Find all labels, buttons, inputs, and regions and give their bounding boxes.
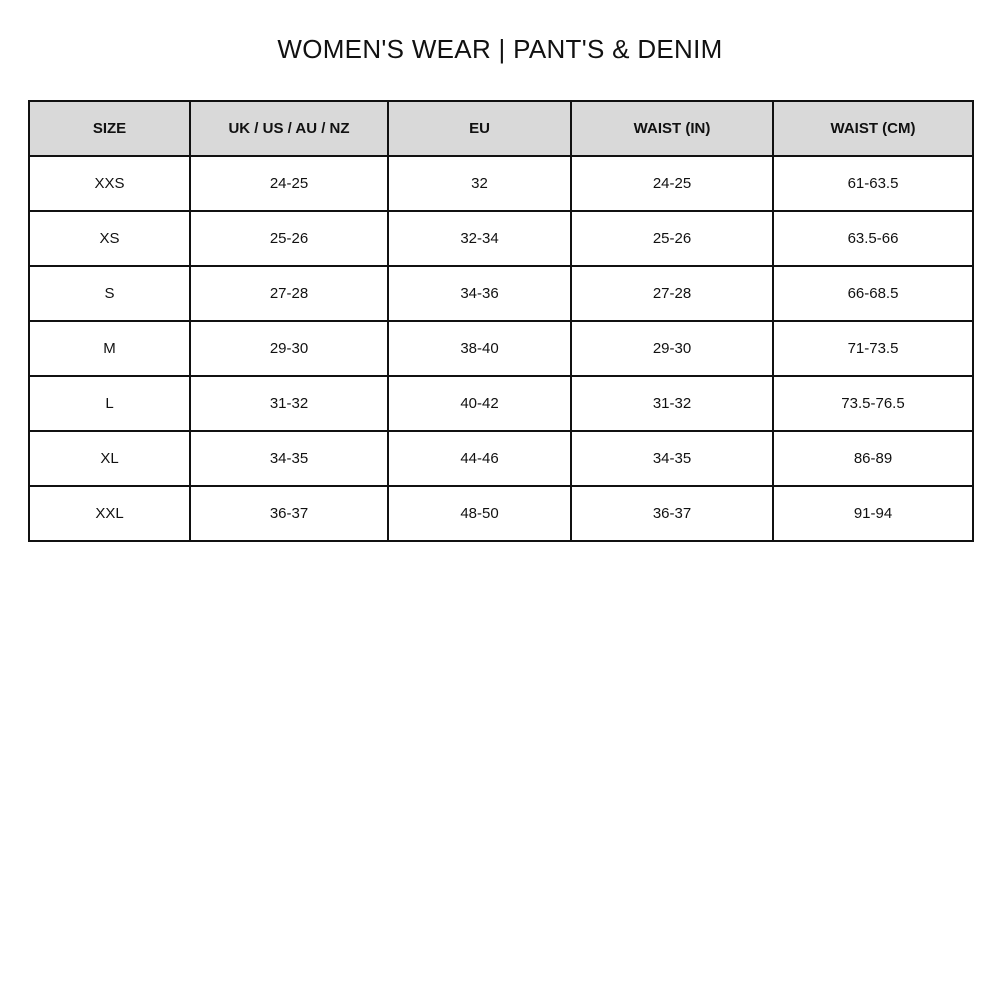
column-header-waist-in: WAIST (IN) bbox=[570, 100, 774, 157]
size-chart-table: SIZE UK / US / AU / NZ EU WAIST (IN) WAIST (… bbox=[28, 100, 974, 542]
cell-size: XL bbox=[28, 430, 191, 487]
cell-waist-cm: 86-89 bbox=[772, 430, 974, 487]
cell-uk-us-au-nz: 36-37 bbox=[189, 485, 389, 542]
cell-size: XXL bbox=[28, 485, 191, 542]
cell-eu: 32-34 bbox=[387, 210, 572, 267]
table-row: XXS 24-25 32 24-25 61-63.5 bbox=[28, 155, 974, 212]
cell-waist-in: 25-26 bbox=[570, 210, 774, 267]
cell-waist-cm: 63.5-66 bbox=[772, 210, 974, 267]
cell-waist-cm: 66-68.5 bbox=[772, 265, 974, 322]
cell-uk-us-au-nz: 27-28 bbox=[189, 265, 389, 322]
cell-uk-us-au-nz: 34-35 bbox=[189, 430, 389, 487]
table-row: M 29-30 38-40 29-30 71-73.5 bbox=[28, 320, 974, 377]
table-row: XXL 36-37 48-50 36-37 91-94 bbox=[28, 485, 974, 542]
cell-eu: 48-50 bbox=[387, 485, 572, 542]
cell-eu: 34-36 bbox=[387, 265, 572, 322]
cell-eu: 32 bbox=[387, 155, 572, 212]
cell-waist-in: 29-30 bbox=[570, 320, 774, 377]
table-row: L 31-32 40-42 31-32 73.5-76.5 bbox=[28, 375, 974, 432]
cell-uk-us-au-nz: 29-30 bbox=[189, 320, 389, 377]
cell-waist-cm: 61-63.5 bbox=[772, 155, 974, 212]
cell-uk-us-au-nz: 31-32 bbox=[189, 375, 389, 432]
cell-eu: 40-42 bbox=[387, 375, 572, 432]
column-header-size: SIZE bbox=[28, 100, 191, 157]
column-header-eu: EU bbox=[387, 100, 572, 157]
cell-uk-us-au-nz: 25-26 bbox=[189, 210, 389, 267]
cell-eu: 44-46 bbox=[387, 430, 572, 487]
cell-size: XS bbox=[28, 210, 191, 267]
column-header-waist-cm: WAIST (CM) bbox=[772, 100, 974, 157]
cell-uk-us-au-nz: 24-25 bbox=[189, 155, 389, 212]
cell-size: S bbox=[28, 265, 191, 322]
table-row: S 27-28 34-36 27-28 66-68.5 bbox=[28, 265, 974, 322]
cell-waist-in: 34-35 bbox=[570, 430, 774, 487]
cell-waist-cm: 91-94 bbox=[772, 485, 974, 542]
cell-size: L bbox=[28, 375, 191, 432]
cell-waist-in: 24-25 bbox=[570, 155, 774, 212]
cell-size: XXS bbox=[28, 155, 191, 212]
table-row: XL 34-35 44-46 34-35 86-89 bbox=[28, 430, 974, 487]
cell-waist-in: 27-28 bbox=[570, 265, 774, 322]
cell-eu: 38-40 bbox=[387, 320, 572, 377]
cell-waist-cm: 73.5-76.5 bbox=[772, 375, 974, 432]
page-title: WOMEN'S WEAR | PANT'S & DENIM bbox=[277, 34, 723, 64]
column-header-uk-us-au-nz: UK / US / AU / NZ bbox=[189, 100, 389, 157]
cell-size: M bbox=[28, 320, 191, 377]
cell-waist-cm: 71-73.5 bbox=[772, 320, 974, 377]
cell-waist-in: 36-37 bbox=[570, 485, 774, 542]
table-header-row: SIZE UK / US / AU / NZ EU WAIST (IN) WAIST (… bbox=[28, 100, 974, 157]
table-row: XS 25-26 32-34 25-26 63.5-66 bbox=[28, 210, 974, 267]
cell-waist-in: 31-32 bbox=[570, 375, 774, 432]
